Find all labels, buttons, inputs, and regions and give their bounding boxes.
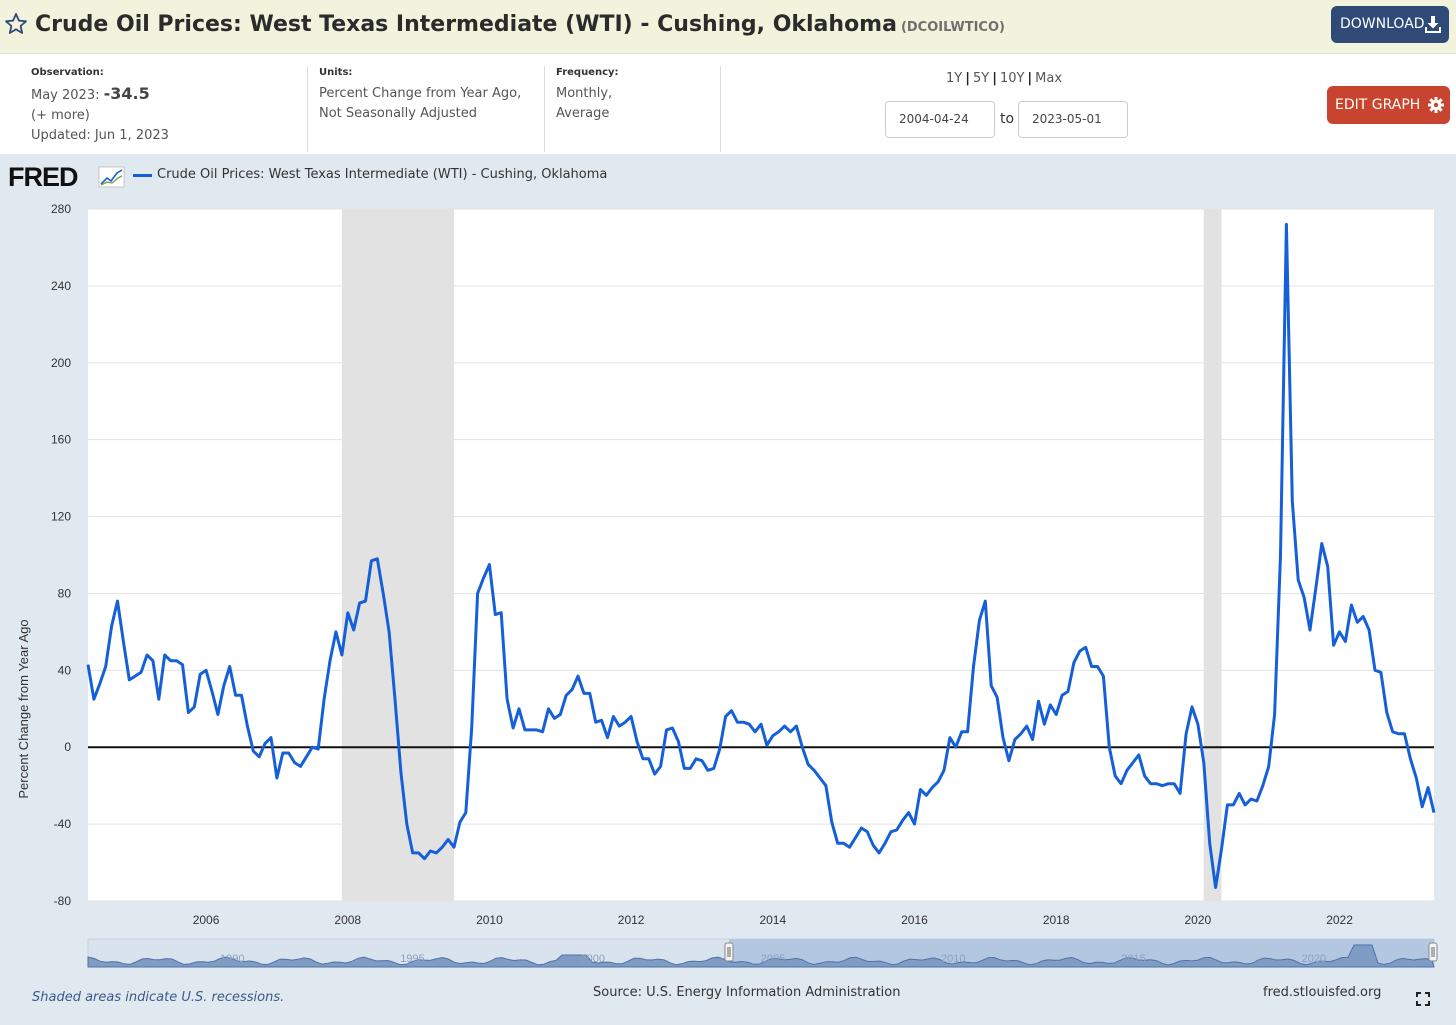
title-bar: Crude Oil Prices: West Texas Intermediat… — [0, 0, 1456, 54]
observation-date: May 2023: — [31, 88, 100, 103]
page-title: Crude Oil Prices: West Texas Intermediat… — [35, 12, 1005, 37]
navigator-label: 1995 — [400, 953, 424, 965]
navigator-label: 2005 — [761, 953, 785, 965]
x-tick-label: 2012 — [618, 913, 645, 927]
frequency-line-1: Monthly, — [556, 86, 613, 101]
y-tick-label: 280 — [51, 202, 71, 216]
units-panel: Units: Percent Change from Year Ago, Not… — [319, 66, 521, 124]
observation-line: May 2023: -34.5 — [31, 84, 169, 106]
x-tick-label: 2014 — [759, 913, 786, 927]
recession-note: Shaded areas indicate U.S. recessions. — [32, 990, 285, 1005]
y-tick-label: 40 — [58, 663, 72, 677]
site-link[interactable]: fred.stlouisfed.org — [1263, 985, 1382, 1000]
navigator-label: 2015 — [1121, 953, 1145, 965]
navigator-area — [87, 944, 1435, 968]
units-line-1: Percent Change from Year Ago, — [319, 86, 522, 101]
to-label: to — [1000, 111, 1015, 127]
edit-graph-label: EDIT GRAPH — [1335, 97, 1421, 113]
x-tick-label: 2008 — [334, 913, 361, 927]
observation-value: -34.5 — [103, 84, 150, 103]
start-date-input[interactable]: 2004-04-24 — [885, 101, 995, 138]
range-navigator[interactable]: 1990 1995 2000 2005 2010 2015 2020 — [87, 938, 1438, 968]
navigator-label: 1990 — [220, 953, 244, 965]
series-line — [86, 222, 1436, 889]
legend-swatch — [133, 174, 152, 177]
y-tick-label: 200 — [51, 356, 71, 370]
y-tick-label: 160 — [51, 433, 71, 447]
recession-band — [1203, 209, 1222, 901]
navigator-handle[interactable] — [724, 942, 734, 962]
divider — [307, 66, 308, 152]
info-row: Observation: May 2023: -34.5 (+ more) Up… — [0, 54, 1456, 154]
x-tick-label: 2016 — [901, 913, 928, 927]
chart-svg: FRED -80 -40 0 40 80 120 160 200 240 280 2006 2008… — [8, 162, 1438, 968]
gear-icon — [1428, 97, 1444, 113]
y-axis-label: Percent Change from Year Ago — [16, 619, 31, 798]
frequency-line-2: Average — [556, 106, 610, 121]
range-separator: | — [992, 71, 997, 86]
range-separator: | — [965, 71, 970, 86]
fullscreen-icon[interactable] — [1416, 992, 1430, 1006]
y-tick-label: -80 — [54, 894, 72, 908]
star-icon[interactable] — [4, 12, 28, 36]
y-tick-label: 0 — [64, 740, 71, 754]
x-tick-label: 2020 — [1185, 913, 1212, 927]
frequency-label: Frequency: — [556, 67, 619, 78]
updated-date: Updated: Jun 1, 2023 — [31, 128, 169, 143]
navigator-label: 2010 — [941, 953, 965, 965]
svg-text:FRED: FRED — [8, 162, 78, 192]
observation-panel: Observation: May 2023: -34.5 (+ more) Up… — [31, 66, 169, 146]
more-link[interactable]: (+ more) — [31, 108, 90, 123]
x-tick-label: 2022 — [1326, 913, 1353, 927]
range-separator: | — [1027, 71, 1033, 86]
observation-label: Observation: — [31, 67, 104, 78]
y-tick-label: 240 — [51, 279, 71, 293]
x-tick-label: 2018 — [1043, 913, 1070, 927]
range-10y[interactable]: 10Y — [999, 71, 1025, 86]
legend-label: Crude Oil Prices: West Texas Intermediat… — [157, 167, 608, 182]
series-id: (DCOILWTICO) — [900, 20, 1005, 35]
x-tick-label: 2010 — [476, 913, 503, 927]
navigator-label: 2000 — [581, 953, 605, 965]
y-tick-label: 80 — [58, 586, 72, 600]
y-tick-label: -40 — [54, 817, 72, 831]
range-1y[interactable]: 1Y — [946, 71, 963, 86]
download-button-label: DOWNLOAD — [1340, 16, 1425, 32]
download-button[interactable]: DOWNLOAD — [1331, 6, 1449, 43]
range-5y[interactable]: 5Y — [972, 71, 990, 86]
page-title-text: Crude Oil Prices: West Texas Intermediat… — [35, 12, 897, 37]
units-label: Units: — [319, 67, 353, 78]
source-text: Source: U.S. Energy Information Administ… — [593, 985, 901, 1000]
range-max[interactable]: Max — [1035, 71, 1063, 86]
edit-graph-button[interactable]: EDIT GRAPH — [1327, 86, 1450, 124]
frequency-panel: Frequency: Monthly, Average — [556, 66, 619, 124]
fred-logo: FRED — [8, 162, 125, 192]
units-line-2: Not Seasonally Adjusted — [319, 106, 477, 121]
range-links: 1Y | 5Y | 10Y | Max — [946, 71, 1062, 86]
chart-area: FRED -80 -40 0 40 80 120 160 200 240 280 2006 2008… — [0, 154, 1456, 1025]
y-tick-label: 120 — [51, 510, 71, 524]
navigator-handle[interactable] — [1428, 942, 1438, 962]
recession-band — [341, 209, 455, 901]
divider — [720, 66, 721, 152]
divider — [544, 66, 545, 152]
navigator-label: 2020 — [1302, 953, 1326, 965]
download-icon — [1425, 16, 1441, 33]
end-date-input[interactable]: 2023-05-01 — [1018, 101, 1128, 138]
plot-background — [88, 209, 1434, 901]
x-tick-label: 2006 — [193, 913, 220, 927]
